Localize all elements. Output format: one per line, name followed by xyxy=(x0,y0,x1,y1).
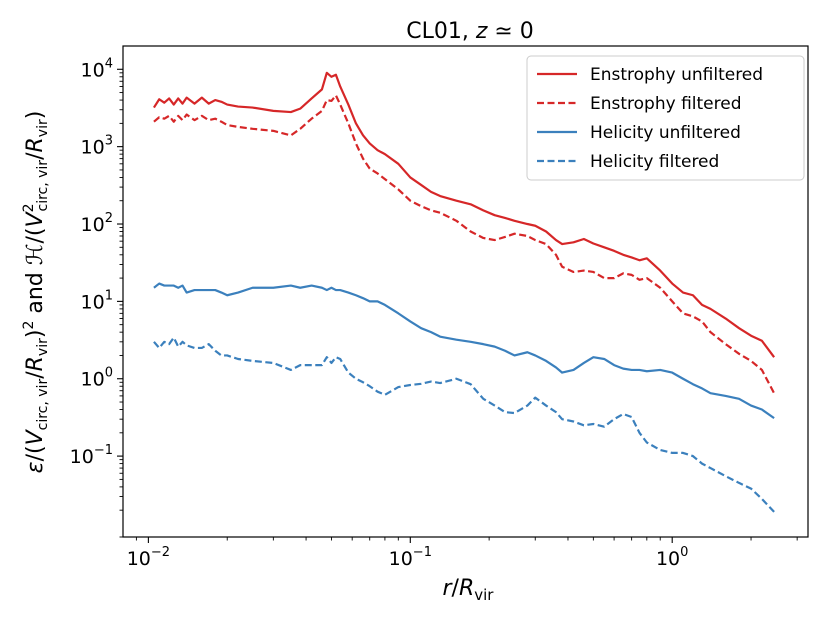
chart-title: CL01, z ≃ 0 xyxy=(406,19,534,44)
legend: Enstrophy unfiltered Enstrophy filtered He… xyxy=(526,55,805,181)
y-tick-label: 104 xyxy=(81,56,113,81)
y-tick-label: 103 xyxy=(81,134,113,159)
x-axis: 10−2 10−1 100 xyxy=(127,537,798,570)
x-tick-label: 100 xyxy=(656,545,688,570)
series-line-helicity-filtered xyxy=(153,336,775,513)
legend-label: Enstrophy unfiltered xyxy=(590,65,763,85)
legend-item: Enstrophy filtered xyxy=(537,94,742,114)
legend-item: Helicity unfiltered xyxy=(537,123,741,143)
y-tick-label: 10−1 xyxy=(70,443,113,468)
x-tick-label: 10−2 xyxy=(127,545,170,570)
legend-label: Helicity filtered xyxy=(590,152,719,172)
svg-text:ε/(Vcirc, vir/Rvir)2 and ℋ: ε/(Vcirc, vir/Rvir)2 and ℋ/(V2circ, vir/… xyxy=(21,111,51,474)
legend-box xyxy=(526,55,805,181)
legend-label: Enstrophy filtered xyxy=(590,94,742,114)
y-tick-label: 102 xyxy=(81,211,113,236)
plot-frame xyxy=(122,45,809,538)
y-tick-label: 100 xyxy=(81,366,113,391)
series-line-enstrophy-filtered xyxy=(153,94,776,394)
legend-label: Helicity unfiltered xyxy=(590,123,741,143)
legend-item: Helicity filtered xyxy=(537,152,719,172)
y-axis: 10−1 100 101 102 103 104 xyxy=(70,56,123,538)
x-tick-label: 10−1 xyxy=(389,545,432,570)
y-tick-label: 101 xyxy=(81,288,113,313)
series-line-enstrophy-unfiltered xyxy=(153,71,776,358)
series-line-helicity-unfiltered xyxy=(153,282,775,419)
legend-item: Enstrophy unfiltered xyxy=(537,65,763,85)
y-axis-label: ε/(Vcirc, vir/Rvir)2 and ℋ/(V2circ, vir/… xyxy=(21,111,51,474)
x-axis-label: r/Rvir xyxy=(443,576,495,604)
series-layer xyxy=(153,71,776,513)
